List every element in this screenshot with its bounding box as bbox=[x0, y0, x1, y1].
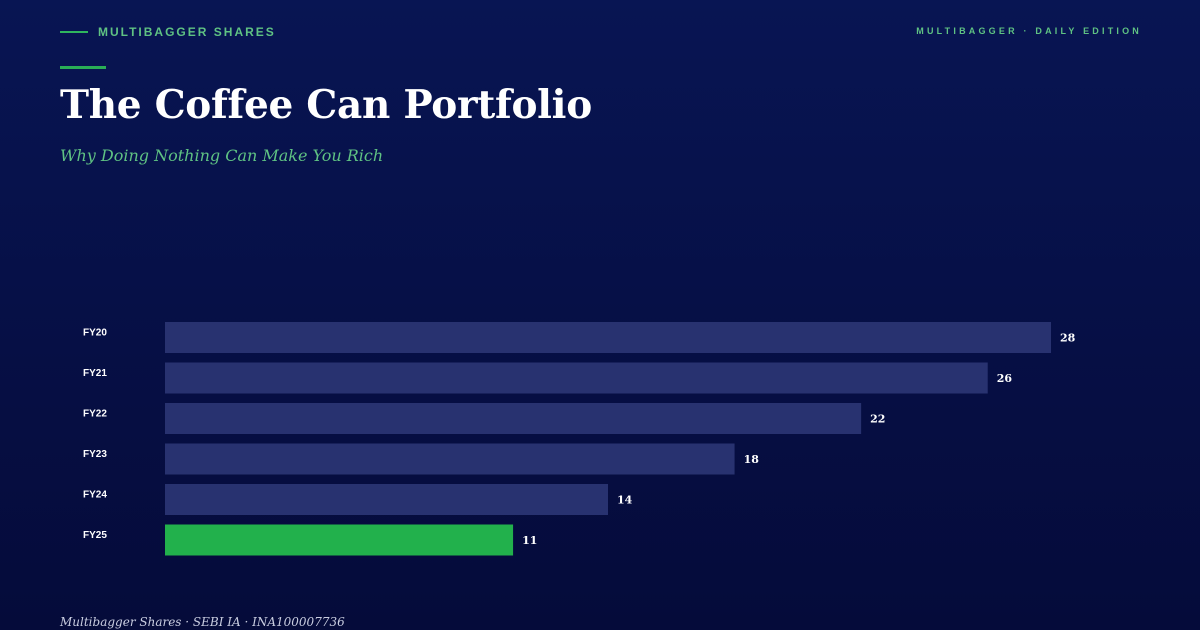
bar bbox=[165, 403, 862, 434]
edition-label: MULTIBAGGER · DAILY EDITION bbox=[916, 26, 1142, 36]
page-subtitle: Why Doing Nothing Can Make You Rich bbox=[60, 146, 384, 165]
bar bbox=[165, 524, 514, 556]
bar bbox=[165, 443, 735, 475]
page-title: The Coffee Can Portfolio bbox=[60, 82, 592, 128]
value-label: 26 bbox=[997, 372, 1013, 385]
value-label: 18 bbox=[744, 453, 760, 466]
footer-credit: Multibagger Shares · SEBI IA · INA100007… bbox=[60, 615, 345, 629]
value-label: 28 bbox=[1060, 332, 1076, 345]
bar bbox=[165, 362, 988, 394]
category-label: FY22 bbox=[83, 409, 107, 420]
category-label: FY25 bbox=[83, 530, 107, 541]
brand-name: MULTIBAGGER SHARES bbox=[98, 25, 276, 39]
brand: MULTIBAGGER SHARES bbox=[60, 25, 276, 39]
value-label: 22 bbox=[870, 413, 885, 426]
brand-line-icon bbox=[60, 31, 88, 33]
value-label: 11 bbox=[522, 534, 537, 547]
category-label: FY20 bbox=[83, 328, 107, 339]
bar-chart: FY20 28 FY21 26 FY22 22 FY23 18 FY24 14 FY25 11 bbox=[83, 322, 1076, 556]
category-label: FY24 bbox=[83, 490, 107, 501]
bar bbox=[165, 484, 608, 515]
title-rule bbox=[60, 66, 106, 69]
category-label: FY23 bbox=[83, 449, 107, 460]
value-label: 14 bbox=[617, 494, 633, 507]
category-label: FY21 bbox=[83, 368, 107, 379]
bar bbox=[165, 322, 1051, 353]
